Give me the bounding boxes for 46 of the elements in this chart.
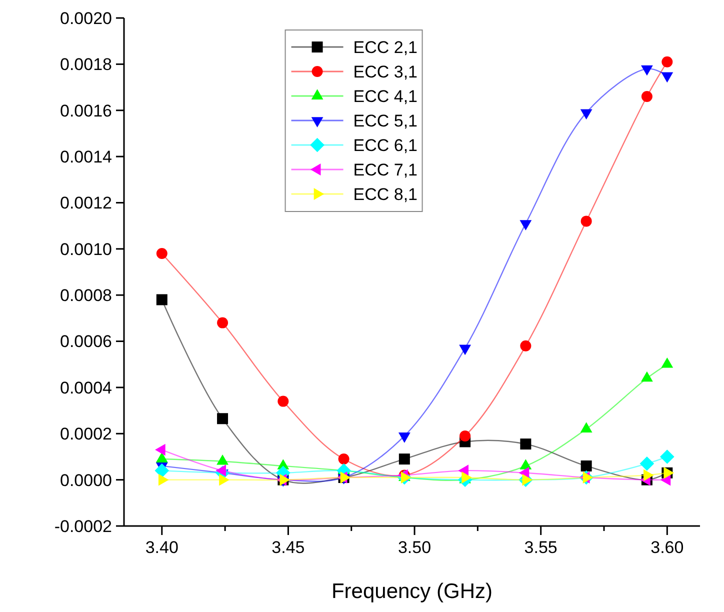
point	[338, 454, 350, 465]
x-tick-label: 3.60	[650, 538, 684, 557]
point	[580, 216, 592, 227]
y-tick-label: 0.0006	[60, 332, 112, 352]
y-tick-label: 0.0010	[60, 240, 112, 259]
y-tick-label: 0.0020	[60, 8, 112, 28]
point	[278, 396, 289, 407]
legend-label: ECC 2,1	[353, 38, 418, 57]
point	[156, 248, 168, 260]
point	[460, 430, 471, 442]
point	[217, 413, 228, 424]
legend-label: ECC 7,1	[353, 160, 418, 180]
legend-label: ECC 6,1	[353, 136, 418, 155]
legend-label: ECC 3,1	[353, 62, 418, 82]
y-tick-label: 0.0002	[60, 424, 112, 444]
y-tick-label: 0.0008	[60, 286, 112, 306]
y-tick-label: 0.0004	[60, 378, 112, 398]
y-tick-label: 0.0012	[60, 194, 112, 213]
point	[660, 450, 674, 464]
point	[398, 454, 410, 465]
legend-label: ECC 8,1	[353, 184, 418, 204]
legend-label: ECC 4,1	[353, 86, 418, 106]
y-tick-label: 0.0018	[60, 55, 112, 74]
point	[217, 317, 228, 328]
point	[661, 72, 674, 83]
point	[640, 456, 654, 471]
x-tick-label: 3.40	[145, 538, 178, 557]
point	[662, 56, 673, 68]
x-axis-title: Frequency (GHz)	[331, 580, 493, 603]
y-tick-label: -0.0002	[54, 516, 112, 536]
x-tick-label: 3.55	[524, 538, 558, 557]
point	[640, 65, 653, 76]
point	[580, 109, 592, 120]
x-tick-label: 3.50	[398, 538, 432, 557]
y-tick-label: 0.0014	[60, 147, 112, 166]
point	[520, 340, 532, 352]
legend-label: ECC 5,1	[353, 111, 418, 130]
point	[520, 220, 532, 230]
point	[641, 91, 652, 102]
y-tick-label: 0.0016	[60, 101, 112, 120]
x-tick-label: 3.45	[272, 538, 305, 557]
point	[154, 463, 170, 478]
point	[520, 438, 532, 450]
point	[156, 294, 168, 306]
y-tick-label: 0.0000	[60, 470, 112, 490]
point	[580, 460, 592, 472]
